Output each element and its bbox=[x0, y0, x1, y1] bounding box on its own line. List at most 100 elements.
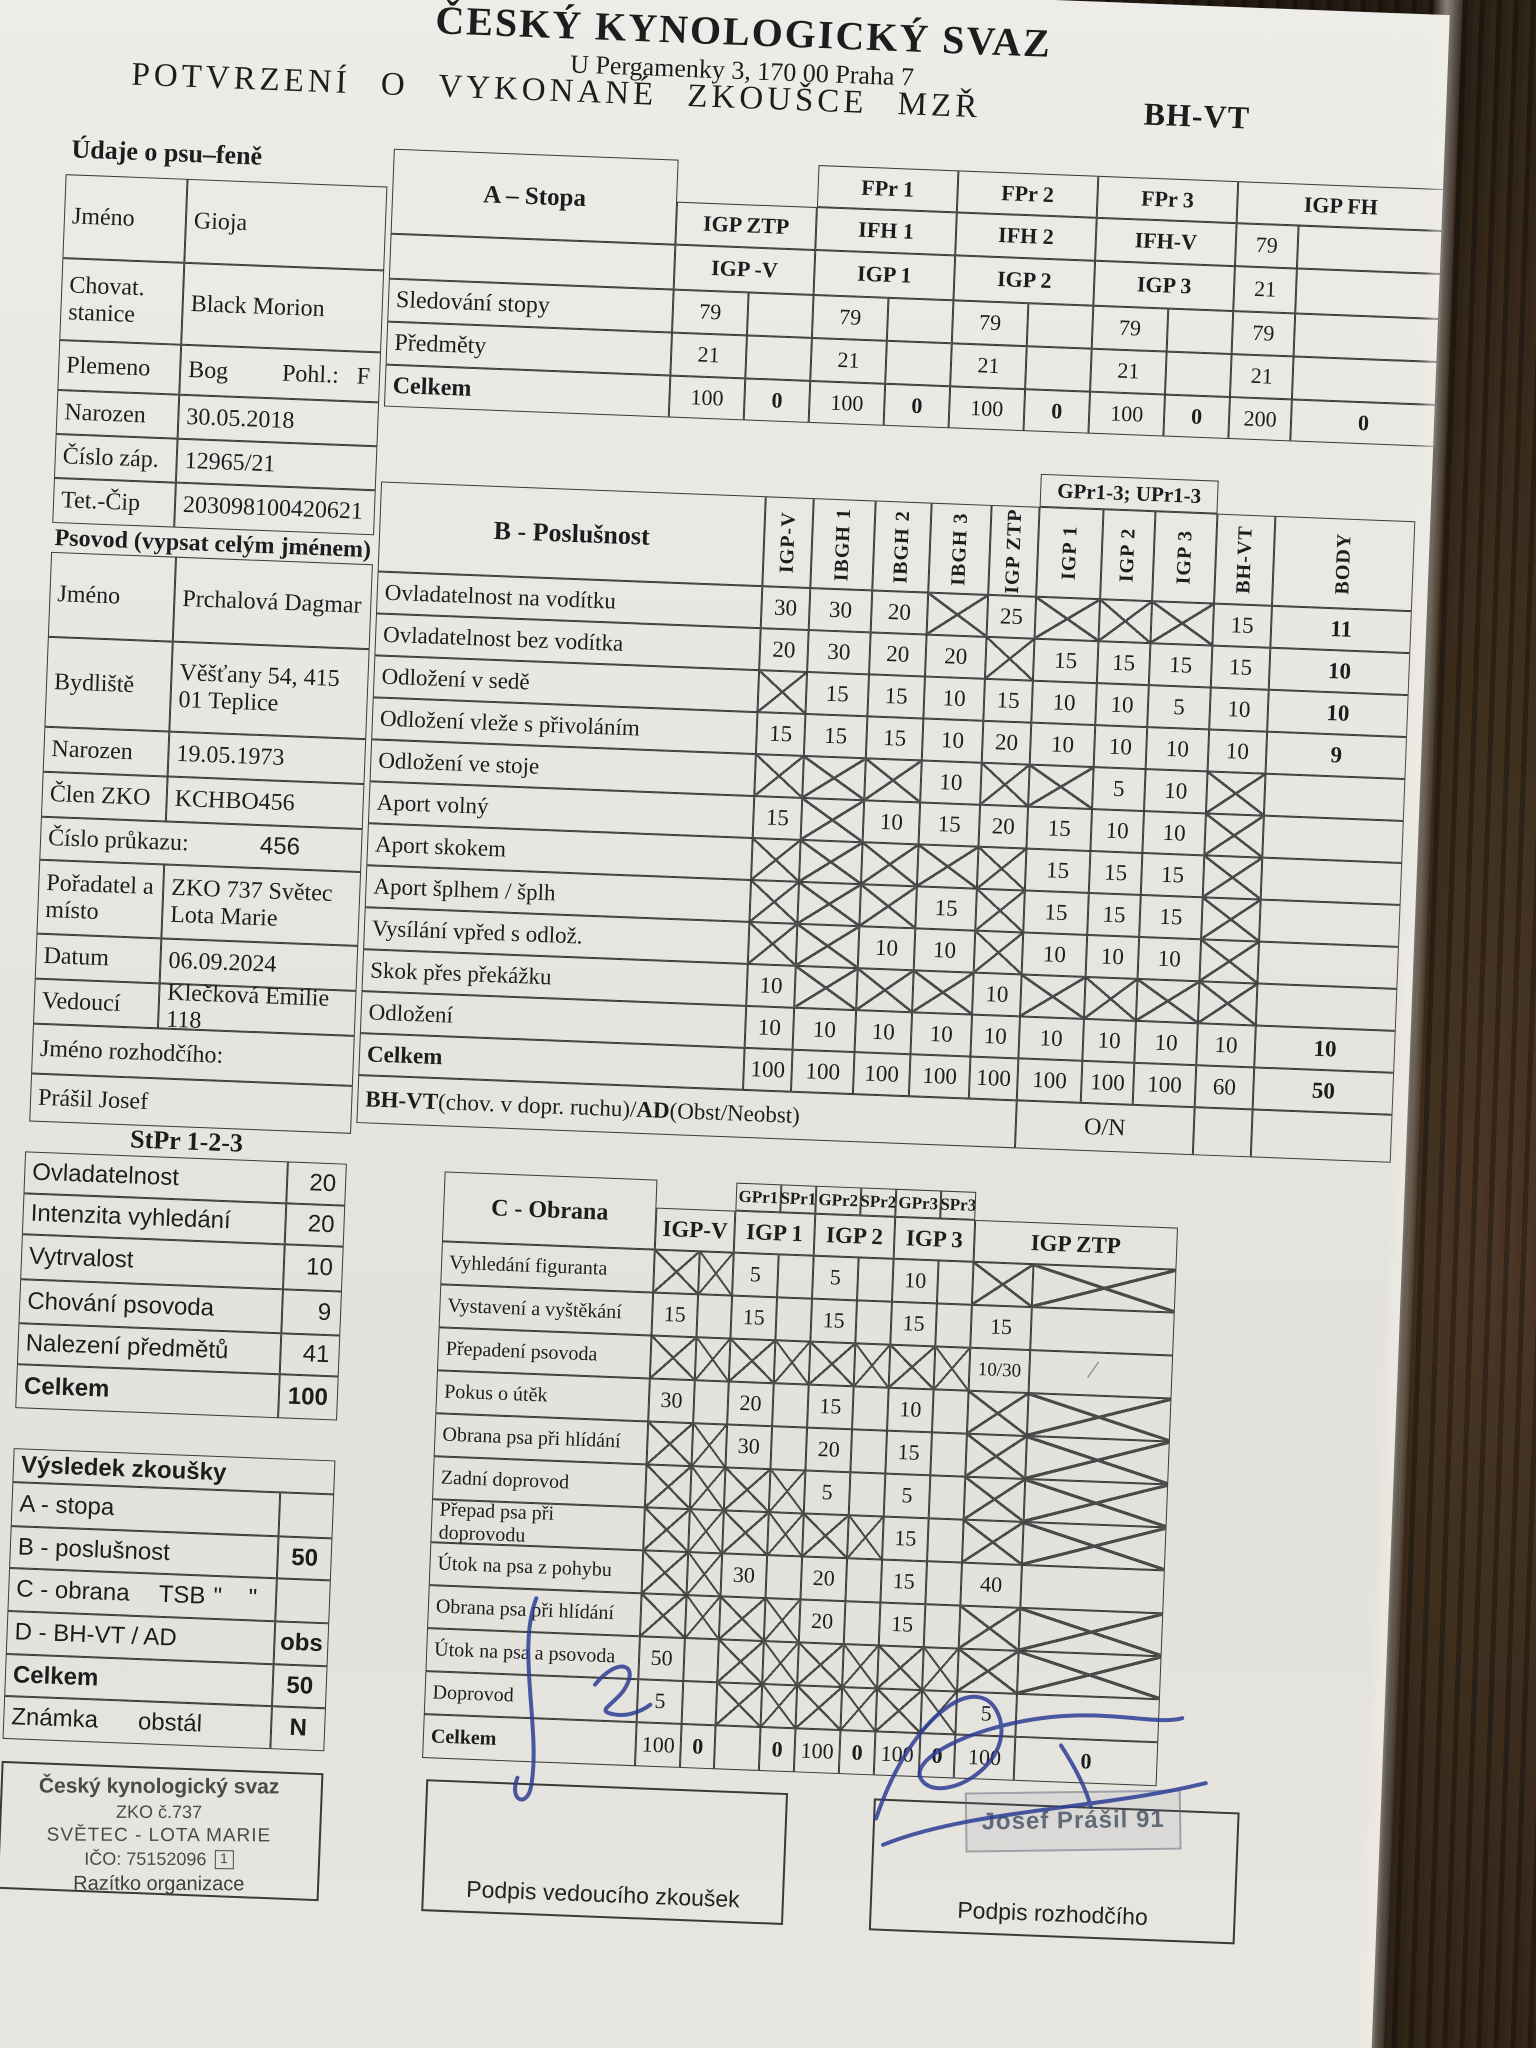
field-value-main: Bog bbox=[187, 356, 229, 385]
score-cell: 10 bbox=[792, 1007, 857, 1053]
score-cell: 15 bbox=[865, 716, 924, 761]
score-cell: 15 bbox=[1088, 851, 1143, 895]
row-value: 20 bbox=[284, 1203, 346, 1247]
score-cell: 20 bbox=[924, 634, 987, 679]
score-cell: 20 bbox=[981, 720, 1032, 765]
mini-header: GPr3 bbox=[895, 1188, 942, 1219]
score-earned bbox=[1166, 308, 1234, 355]
score-earned bbox=[1026, 303, 1094, 349]
column-header: BH-VT bbox=[1214, 513, 1276, 606]
score-value: 15 bbox=[882, 1516, 929, 1562]
score-cell: 15 bbox=[867, 674, 925, 719]
crossed-cell bbox=[980, 762, 1030, 807]
score-earned: 0 bbox=[1023, 389, 1091, 434]
column-header-value: 21 bbox=[1233, 266, 1297, 314]
score-earned bbox=[1031, 1264, 1177, 1313]
score-cell: 10 bbox=[1082, 1018, 1136, 1063]
crossed-cell bbox=[802, 755, 866, 801]
column-header: IBGH 2 bbox=[872, 500, 932, 593]
score-value bbox=[641, 1550, 689, 1596]
score-value: 15 bbox=[651, 1292, 699, 1338]
score-value bbox=[808, 1341, 856, 1387]
score-cell: 15 bbox=[752, 796, 803, 840]
score-value bbox=[802, 1513, 849, 1559]
score-cell: 100 bbox=[1132, 1062, 1197, 1108]
stamp-line: Český kynologický svaz bbox=[38, 1774, 280, 1799]
score-cell: 30 bbox=[807, 630, 871, 675]
score-earned bbox=[936, 1260, 974, 1305]
crossed-cell bbox=[912, 970, 974, 1015]
score-cell: 10 bbox=[1254, 1025, 1396, 1073]
column-header: IGP 1 bbox=[1036, 506, 1104, 600]
score-value bbox=[962, 1519, 1024, 1565]
score-cell: 25 bbox=[986, 594, 1037, 639]
crossed-cell bbox=[799, 839, 863, 885]
score-cell: 9 bbox=[1265, 731, 1408, 780]
score-cell: 15 bbox=[1140, 852, 1205, 898]
score-earned bbox=[745, 335, 812, 381]
mini-header: SPr1 bbox=[780, 1184, 817, 1214]
score-cell: 10 bbox=[970, 1014, 1021, 1059]
score-cell: 10 bbox=[862, 800, 921, 845]
score-value bbox=[653, 1249, 700, 1295]
score-earned bbox=[765, 1555, 803, 1600]
score-cell: 10 bbox=[910, 1012, 973, 1057]
organization-stamp: Český kynologický svaz ZKO č.737 SVĚTEC … bbox=[9, 1774, 309, 1896]
score-cell: 10 bbox=[1095, 683, 1149, 728]
column-header: IGP 3 bbox=[893, 1216, 976, 1262]
score-cell: 15 bbox=[1096, 641, 1151, 686]
mini-header: SPr3 bbox=[940, 1190, 977, 1220]
score-cell: 10 bbox=[1137, 936, 1202, 982]
column-header-mid: IFH 2 bbox=[955, 212, 1097, 261]
text: (Obst/Neobst) bbox=[669, 1098, 801, 1129]
empty-cell bbox=[1250, 1109, 1393, 1163]
score-cell: 100 bbox=[742, 1047, 793, 1092]
crossed-cell bbox=[860, 842, 919, 887]
stpr-table: Ovladatelnost 20 Intenzita vyhledání 20 Vytr… bbox=[15, 1151, 347, 1421]
score-cell: 10 bbox=[920, 760, 982, 805]
ghost bbox=[677, 160, 819, 207]
on-cell: O/N bbox=[1014, 1100, 1195, 1156]
crossed-cell bbox=[1028, 764, 1094, 810]
score-cell: 60 bbox=[1194, 1065, 1255, 1110]
score-earned bbox=[850, 1429, 888, 1474]
score-value: 15 bbox=[885, 1430, 932, 1476]
crossed-cell bbox=[926, 592, 989, 637]
score-cell bbox=[1257, 941, 1399, 989]
field-extra: Pohl.: F bbox=[281, 360, 371, 390]
score-cell: 10 bbox=[1143, 769, 1208, 814]
score-value: 21 bbox=[1229, 354, 1294, 400]
score-cell: 10 bbox=[1085, 934, 1140, 979]
score-value bbox=[795, 1685, 843, 1731]
field-value: 456 bbox=[259, 832, 301, 861]
column-header-mid: IFH-V bbox=[1095, 217, 1237, 267]
crossed-cell bbox=[1098, 599, 1153, 644]
label-text: C - obrana bbox=[15, 1575, 131, 1607]
score-value bbox=[723, 1467, 771, 1513]
paper-sheet: ČESKÝ KYNOLOGICKÝ SVAZ U Pergamenky 3, 1… bbox=[0, 0, 1450, 2048]
score-earned: / bbox=[1028, 1350, 1174, 1399]
crossed-cell bbox=[1135, 978, 1200, 1024]
column-header-value: 79 bbox=[1234, 223, 1299, 269]
field-label: Bydliště bbox=[44, 636, 173, 732]
field-label: Plemeno bbox=[57, 340, 182, 395]
text: (chov. v dopr. ruchu)/ bbox=[437, 1089, 637, 1122]
crossed-cell bbox=[916, 844, 979, 889]
score-earned bbox=[1023, 1478, 1169, 1528]
field-label: Datum bbox=[34, 933, 162, 984]
field-value: KCHBO456 bbox=[165, 776, 365, 830]
score-cell: 15 bbox=[803, 713, 868, 759]
score-earned bbox=[1030, 1307, 1175, 1356]
crossed-cell bbox=[749, 879, 800, 924]
score-cell: 15 bbox=[915, 886, 977, 931]
ghost bbox=[656, 1180, 736, 1211]
score-cell: 100 bbox=[852, 1052, 911, 1097]
mini-header: GPr1 bbox=[735, 1182, 782, 1213]
stamp-mark: 1 bbox=[214, 1850, 234, 1870]
score-earned bbox=[694, 1337, 731, 1382]
column-header: IGP 2 bbox=[813, 1213, 896, 1259]
stamp-line: IČO: 75152096 1 bbox=[9, 1848, 309, 1870]
score-earned bbox=[768, 1469, 806, 1514]
score-value: 21 bbox=[1090, 348, 1167, 395]
